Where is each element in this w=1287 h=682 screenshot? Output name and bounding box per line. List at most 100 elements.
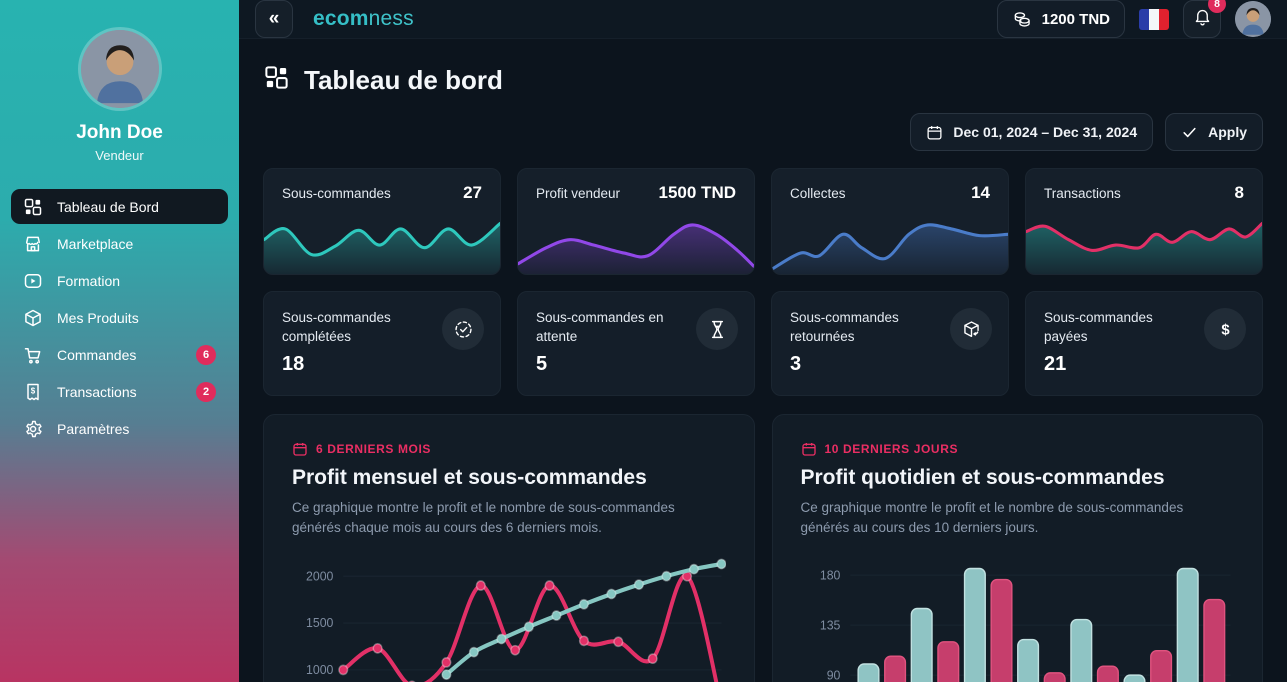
sidebar-item-transactions[interactable]: $ Transactions 2 (11, 374, 228, 409)
sidebar-item-label: Formation (57, 272, 121, 289)
chart-title: Profit mensuel et sous-commandes (292, 466, 647, 489)
stat-label: Transactions (1044, 186, 1121, 201)
svg-text:180: 180 (819, 567, 840, 581)
kpi-value: 3 (790, 352, 802, 375)
stat-label: Collectes (790, 186, 846, 201)
chart-description: Ce graphique montre le profit et le nomb… (800, 500, 1184, 536)
charts-row: 6 DERNIERS MOIS Profit mensuel et sous-c… (263, 414, 1263, 682)
user-avatar[interactable] (80, 30, 159, 108)
svg-text:135: 135 (819, 617, 840, 631)
hourglass-icon (696, 308, 738, 350)
coins-icon (1012, 9, 1032, 29)
svg-text:$: $ (1221, 322, 1230, 338)
calendar-icon (801, 443, 816, 456)
sidebar-user-block: John Doe Vendeur (0, 30, 239, 163)
sparkline-chart (518, 223, 754, 274)
sparkline-chart (1026, 222, 1262, 274)
kpi-label: Sous-commandes en attente (536, 310, 664, 344)
svg-text:$: $ (31, 386, 36, 395)
clock-check-icon (442, 308, 484, 350)
apply-button[interactable]: Apply (1165, 113, 1263, 151)
chart-card-quotidien: 10 DERNIERS JOURS Profit quotidien et so… (771, 414, 1263, 682)
sidebar-nav: Tableau de Bord Marketplace Formation (0, 189, 239, 446)
apply-label: Apply (1208, 124, 1247, 140)
stat-value: 1500 TND (658, 183, 736, 202)
monthly-line-chart[interactable]: 1000 1500 2000 (292, 547, 726, 682)
cart-icon (23, 345, 43, 365)
calendar-icon (293, 443, 307, 456)
sidebar-item-label: Transactions (57, 383, 137, 400)
logo-text-bold: ecom (313, 7, 369, 30)
sparkline-chart (772, 223, 1008, 274)
kpi-cards-row: Sous-commandes complétées 18 Sous-comman… (263, 291, 1263, 396)
stat-value: 8 (1234, 183, 1244, 202)
stat-card-transactions[interactable]: Transactions 8 (1025, 168, 1263, 275)
sidebar-item-parametres[interactable]: Paramètres (11, 411, 228, 446)
kpi-label: Sous-commandes complétées (282, 310, 391, 344)
stat-value: 14 (971, 183, 990, 202)
package-icon (23, 308, 43, 328)
page-title-grid-icon (263, 64, 290, 96)
sidebar-item-commandes[interactable]: Commandes 6 (11, 337, 228, 372)
topbar: « ecomness 1200 TND (239, 0, 1287, 39)
kpi-value: 21 (1044, 352, 1067, 375)
date-range-value: Dec 01, 2024 – Dec 31, 2024 (953, 124, 1138, 140)
kpi-label: Sous-commandes payées (1044, 310, 1153, 344)
transactions-count-badge: 2 (196, 381, 216, 402)
stat-cards-row: Sous-commandes 27 Profit vendeur 1500 TN… (263, 168, 1263, 275)
logo-text-light: ness (368, 7, 414, 30)
stat-label: Profit vendeur (536, 186, 621, 201)
stat-label: Sous-commandes (282, 186, 391, 201)
chart-eyebrow: 10 DERNIERS JOURS (824, 442, 959, 456)
stat-card-collectes[interactable]: Collectes 14 (771, 168, 1009, 275)
app-logo: ecomness (313, 7, 414, 31)
sidebar-item-marketplace[interactable]: Marketplace (11, 226, 228, 261)
storefront-icon (23, 234, 43, 254)
chart-eyebrow: 6 DERNIERS MOIS (316, 442, 432, 456)
kpi-card-payees[interactable]: Sous-commandes payées 21 $ (1025, 291, 1263, 396)
kpi-card-retournees[interactable]: Sous-commandes retournées 3 (771, 291, 1009, 396)
kpi-value: 18 (282, 352, 305, 375)
wallet-balance: 1200 TND (1041, 10, 1110, 28)
svg-text:1000: 1000 (306, 662, 333, 676)
sidebar: John Doe Vendeur Tableau de Bord Marketp… (0, 0, 239, 682)
sidebar-item-tableau-de-bord[interactable]: Tableau de Bord (11, 189, 228, 224)
page-title: Tableau de bord (304, 64, 503, 95)
kpi-card-en-attente[interactable]: Sous-commandes en attente 5 (517, 291, 755, 396)
receipt-icon: $ (23, 382, 43, 402)
daily-bar-chart[interactable]: 180 135 90 (801, 547, 1235, 682)
chart-card-mensuel: 6 DERNIERS MOIS Profit mensuel et sous-c… (263, 414, 755, 682)
sidebar-item-label: Tableau de Bord (57, 198, 159, 215)
svg-text:1500: 1500 (306, 615, 333, 629)
check-icon (1183, 127, 1196, 137)
svg-text:90: 90 (826, 667, 840, 681)
notifications-button[interactable]: 8 (1183, 0, 1226, 38)
kpi-card-completees[interactable]: Sous-commandes complétées 18 (263, 291, 501, 396)
sidebar-collapse-button[interactable]: « (255, 0, 293, 38)
bell-icon (1193, 7, 1212, 31)
chart-title: Profit quotidien et sous-commandes (800, 466, 1165, 489)
dashboard-grid-icon (23, 197, 43, 217)
language-flag-france[interactable] (1139, 8, 1169, 30)
wallet-balance-button[interactable]: 1200 TND (996, 0, 1125, 38)
sidebar-item-label: Paramètres (57, 420, 130, 437)
chart-description: Ce graphique montre le profit et le nomb… (292, 500, 675, 536)
calendar-icon (927, 125, 942, 140)
date-range-picker[interactable]: Dec 01, 2024 – Dec 31, 2024 (910, 113, 1154, 151)
sparkline-chart (264, 222, 500, 274)
notifications-count-badge: 8 (1208, 0, 1226, 13)
stat-card-sous-commandes[interactable]: Sous-commandes 27 (263, 168, 501, 275)
package-return-icon (950, 308, 992, 350)
stat-card-profit-vendeur[interactable]: Profit vendeur 1500 TND (517, 168, 755, 275)
dollar-icon: $ (1204, 308, 1246, 350)
kpi-label: Sous-commandes retournées (790, 310, 899, 344)
sidebar-item-label: Mes Produits (57, 309, 139, 326)
stat-value: 27 (463, 183, 482, 202)
sidebar-item-label: Commandes (57, 346, 137, 363)
user-role: Vendeur (95, 148, 144, 163)
topbar-avatar[interactable] (1235, 1, 1271, 37)
sidebar-item-mes-produits[interactable]: Mes Produits (11, 300, 228, 335)
commandes-count-badge: 6 (196, 344, 216, 365)
user-name: John Doe (76, 122, 163, 143)
sidebar-item-formation[interactable]: Formation (11, 263, 228, 298)
